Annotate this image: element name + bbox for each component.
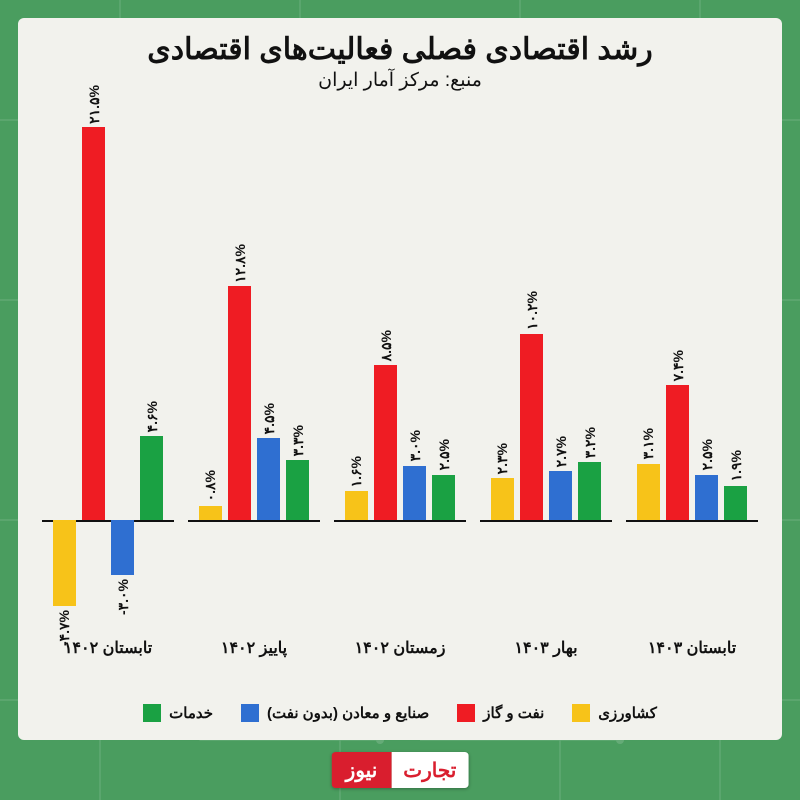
bar-value-label: ۲۱.۵% bbox=[86, 85, 102, 124]
category-label: پاییز ۱۴۰۲ bbox=[188, 630, 320, 690]
bar-value-label: ۱.۹% bbox=[728, 450, 744, 481]
category-group: ۲.۵%۳.۰%۸.۵%۱.۶%زمستان ۱۴۰۲ bbox=[334, 100, 466, 690]
bar: ۲.۵% bbox=[695, 475, 719, 521]
bar-value-label: ۲.۵% bbox=[436, 439, 452, 470]
legend-label: کشاورزی bbox=[598, 704, 657, 722]
chart-area: ۴.۶%-۳.۰%۲۱.۵%-۴.۷%تابستان ۱۴۰۲۳.۳%۴.۵%۱… bbox=[36, 100, 764, 722]
bar: ۱.۹% bbox=[724, 486, 748, 521]
legend-item: کشاورزی bbox=[572, 704, 657, 722]
legend-item: نفت و گاز bbox=[457, 704, 544, 722]
bar: ۴.۶% bbox=[140, 436, 164, 520]
bar-value-label: ۲.۵% bbox=[699, 439, 715, 470]
bar-value-label: ۸.۵% bbox=[378, 330, 394, 361]
category-group: ۴.۶%-۳.۰%۲۱.۵%-۴.۷%تابستان ۱۴۰۲ bbox=[42, 100, 174, 690]
bar-value-label: ۲.۷% bbox=[553, 436, 569, 467]
chart-title: رشد اقتصادی فصلی فعالیت‌های اقتصادی bbox=[36, 32, 764, 67]
bar-value-label: ۲.۳% bbox=[494, 443, 510, 474]
bar-value-label: ۱.۶% bbox=[348, 456, 364, 487]
baseline bbox=[188, 520, 320, 522]
baseline bbox=[626, 520, 758, 522]
bar-value-label: ۳.۱% bbox=[640, 428, 656, 459]
bar-value-label: -۴.۷% bbox=[56, 610, 72, 646]
category-label: بهار ۱۴۰۳ bbox=[480, 630, 612, 690]
bar: ۲.۵% bbox=[432, 475, 456, 521]
bar: ۱.۶% bbox=[345, 491, 369, 520]
bar: ۴.۵% bbox=[257, 438, 281, 520]
chart-subtitle: منبع: مرکز آمار ایران bbox=[36, 69, 764, 92]
legend-swatch bbox=[241, 704, 259, 722]
legend-label: صنایع و معادن (بدون نفت) bbox=[267, 704, 429, 722]
legend-item: صنایع و معادن (بدون نفت) bbox=[241, 704, 429, 722]
bar: ۳.۲% bbox=[578, 462, 602, 520]
bar: ۲.۷% bbox=[549, 471, 573, 520]
bar: ۳.۳% bbox=[286, 460, 310, 520]
legend-swatch bbox=[572, 704, 590, 722]
category-label: زمستان ۱۴۰۲ bbox=[334, 630, 466, 690]
logo-part-a: تجارت bbox=[391, 752, 468, 788]
bar: ۱۰.۲% bbox=[520, 334, 544, 520]
bar: ۷.۴% bbox=[666, 385, 690, 520]
bar: ۲۱.۵% bbox=[82, 127, 106, 520]
category-group: ۳.۳%۴.۵%۱۲.۸%۰.۸%پاییز ۱۴۰۲ bbox=[188, 100, 320, 690]
bar-value-label: ۴.۵% bbox=[261, 403, 277, 434]
category-group: ۳.۲%۲.۷%۱۰.۲%۲.۳%بهار ۱۴۰۳ bbox=[480, 100, 612, 690]
baseline bbox=[334, 520, 466, 522]
logo-part-b: نیوز bbox=[332, 752, 392, 788]
bars-container: ۱.۹%۲.۵%۷.۴%۳.۱% bbox=[626, 100, 758, 630]
bar: ۰.۸% bbox=[199, 506, 223, 521]
chart-legend: خدمات صنایع و معادن (بدون نفت) نفت و گاز کش… bbox=[36, 690, 764, 722]
bar: ۳.۰% bbox=[403, 466, 427, 521]
bar: -۴.۷% bbox=[53, 520, 77, 606]
bar-value-label: ۳.۲% bbox=[582, 427, 598, 458]
bar-value-label: ۴.۶% bbox=[144, 401, 160, 432]
bar: -۳.۰% bbox=[111, 520, 135, 575]
bars-container: ۳.۲%۲.۷%۱۰.۲%۲.۳% bbox=[480, 100, 612, 630]
legend-label: خدمات bbox=[169, 704, 213, 722]
bar-value-label: ۳.۳% bbox=[290, 425, 306, 456]
bars-container: ۲.۵%۳.۰%۸.۵%۱.۶% bbox=[334, 100, 466, 630]
bar-value-label: ۱۲.۸% bbox=[232, 244, 248, 283]
bar-value-label: ۱۰.۲% bbox=[524, 291, 540, 330]
bar-value-label: ۷.۴% bbox=[670, 350, 686, 381]
chart-panel: رشد اقتصادی فصلی فعالیت‌های اقتصادی منبع… bbox=[18, 18, 782, 740]
legend-item: خدمات bbox=[143, 704, 213, 722]
bar: ۸.۵% bbox=[374, 365, 398, 520]
bar-value-label: ۳.۰% bbox=[407, 430, 423, 461]
chart-plot: ۴.۶%-۳.۰%۲۱.۵%-۴.۷%تابستان ۱۴۰۲۳.۳%۴.۵%۱… bbox=[36, 100, 764, 690]
bars-container: ۳.۳%۴.۵%۱۲.۸%۰.۸% bbox=[188, 100, 320, 630]
bar: ۲.۳% bbox=[491, 478, 515, 520]
bar: ۳.۱% bbox=[637, 464, 661, 521]
bar-value-label: ۰.۸% bbox=[202, 470, 218, 501]
bar-value-label: -۳.۰% bbox=[115, 579, 131, 615]
legend-swatch bbox=[143, 704, 161, 722]
legend-swatch bbox=[457, 704, 475, 722]
legend-label: نفت و گاز bbox=[483, 704, 544, 722]
bar: ۱۲.۸% bbox=[228, 286, 252, 520]
category-label: تابستان ۱۴۰۳ bbox=[626, 630, 758, 690]
baseline bbox=[480, 520, 612, 522]
category-group: ۱.۹%۲.۵%۷.۴%۳.۱%تابستان ۱۴۰۳ bbox=[626, 100, 758, 690]
source-logo: نیوز تجارت bbox=[332, 752, 469, 788]
bars-container: ۴.۶%-۳.۰%۲۱.۵%-۴.۷% bbox=[42, 100, 174, 630]
